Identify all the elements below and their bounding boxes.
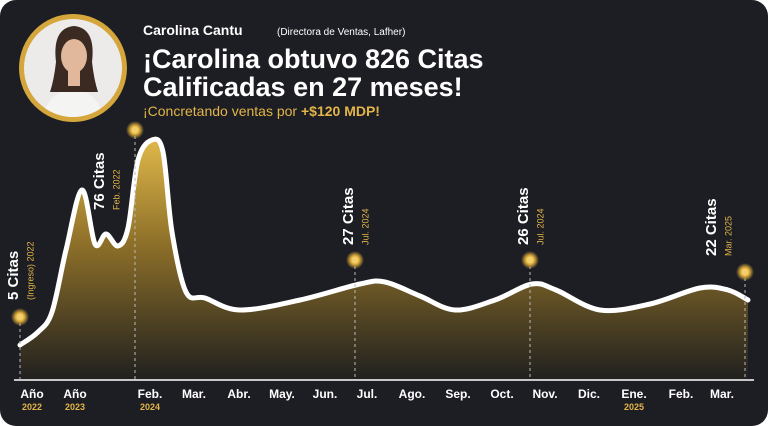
role: (Directora de Ventas, Lafher) [277, 27, 405, 38]
x-label: Feb. [138, 387, 163, 401]
annotation-sub: Feb. 2022 [111, 169, 121, 210]
x-sublabel: 2023 [65, 402, 85, 412]
x-label: Dic. [578, 387, 600, 401]
avatar [19, 14, 127, 122]
dot [526, 256, 534, 264]
area [20, 139, 748, 380]
dot [351, 256, 359, 264]
annotation-label: 5 Citas [5, 251, 22, 300]
x-sublabel: 2024 [140, 402, 160, 412]
x-label: Nov. [532, 387, 557, 401]
subtitle: ¡Concretando ventas por +$120 MDP! [143, 103, 380, 119]
x-sublabel: 2022 [22, 402, 42, 412]
dot [741, 268, 749, 276]
x-label: Oct. [490, 387, 513, 401]
annotation-sub: (Ingreso) 2022 [25, 241, 35, 300]
subtitle-text: ¡Concretando ventas por [143, 103, 297, 119]
dot [131, 126, 139, 134]
annotation-label: 22 Citas [703, 198, 720, 256]
title: ¡Carolina obtuvo 826 Citas [143, 44, 484, 74]
subtitle-strong: +$120 MDP! [301, 103, 380, 119]
curve [17, 136, 751, 348]
x-sublabel: 2025 [624, 402, 644, 412]
x-label: Abr. [227, 387, 250, 401]
annotation-sub: Jul. 2024 [535, 208, 545, 245]
x-label: Jun. [313, 387, 338, 401]
x-label: Mar. [182, 387, 206, 401]
x-label: Mar. [710, 387, 734, 401]
x-label: Año [63, 387, 86, 401]
x-label: Ene. [621, 387, 646, 401]
annotation-sub: Jul. 2024 [360, 208, 370, 245]
x-label: Ago. [399, 387, 426, 401]
x-label: Sep. [445, 387, 470, 401]
annotation-label: 27 Citas [340, 187, 357, 245]
x-label: Feb. [669, 387, 694, 401]
annotation-sub: Mar. 2025 [723, 216, 733, 256]
x-label: Jul. [357, 387, 378, 401]
x-label: May. [269, 387, 295, 401]
annotation-label: 76 Citas [91, 152, 108, 210]
dot [16, 313, 24, 321]
annotation-label: 26 Citas [515, 187, 532, 245]
name: Carolina Cantu [143, 22, 243, 38]
x-label: Año [20, 387, 43, 401]
title: Calificadas en 27 meses! [143, 72, 463, 102]
